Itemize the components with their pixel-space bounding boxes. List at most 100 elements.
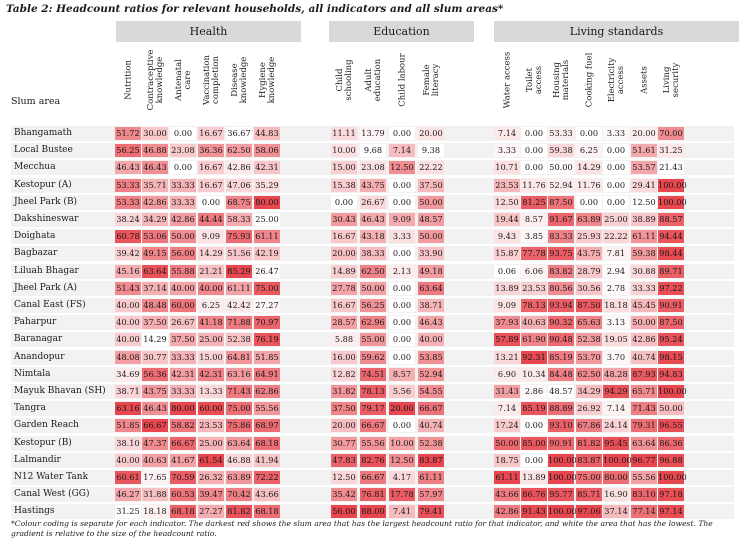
row-label: Bhangamath <box>14 128 73 138</box>
column-header-label: Cooking fuel <box>584 52 594 108</box>
table-cell: 95.45 <box>603 436 629 450</box>
table-cell: 60.53 <box>170 488 196 502</box>
table-cell: 0.00 <box>389 299 415 312</box>
table-cell: 0.00 <box>603 195 629 209</box>
column-header-label: Nutrition <box>123 60 133 100</box>
table-cell: 2.78 <box>603 281 629 295</box>
table-cell: 0.00 <box>389 333 415 347</box>
row-label: Bagbazar <box>14 248 58 259</box>
table-cell: 11.11 <box>331 127 357 140</box>
table-cell: 42.31 <box>254 161 280 175</box>
row-label: Baranagar <box>14 334 63 345</box>
table-cell: 55.56 <box>631 471 657 484</box>
table-cell: 74.51 <box>360 367 386 381</box>
table-cell: 26.92 <box>576 402 602 416</box>
table-cell: 0.00 <box>521 419 547 433</box>
table-cell: 0.00 <box>389 178 415 192</box>
table-cell: 48.28 <box>603 367 629 381</box>
table-cell: 3.13 <box>603 316 629 330</box>
table-cell: 43.75 <box>576 247 602 261</box>
table-cell: 96.77 <box>631 453 657 467</box>
table-cell: 0.00 <box>389 247 415 261</box>
row-label: Mayuk Bhavan (SH) <box>14 386 106 396</box>
table-cell: 38.24 <box>115 213 141 226</box>
column-header-label: Antenatal care <box>173 59 193 101</box>
table-cell: 6.25 <box>576 144 602 158</box>
table-cell: 50.00 <box>658 402 684 416</box>
table-cell: 63.64 <box>226 436 252 450</box>
table-cell: 8.57 <box>521 213 547 226</box>
table-cell: 30.43 <box>331 213 357 226</box>
table-cell: 26.67 <box>360 195 386 209</box>
column-header-label: Housing materials <box>551 59 571 101</box>
table-cell: 66.67 <box>360 419 386 433</box>
table-cell: 42.86 <box>631 333 657 347</box>
table-cell: 23.53 <box>521 281 547 295</box>
table-cell: 75.86 <box>226 419 252 433</box>
table-cell: 57.97 <box>418 488 444 502</box>
column-header-label: Female literacy <box>421 63 441 97</box>
table-cell: 53.33 <box>548 127 574 140</box>
column-header-label: Water access <box>502 51 512 109</box>
table-cell: 19.44 <box>494 213 520 226</box>
table-cell: 54.55 <box>418 385 444 398</box>
table-cell: 37.14 <box>142 281 168 295</box>
table-cell: 2.13 <box>389 264 415 278</box>
table-cell: 37.50 <box>142 316 168 330</box>
table-cell: 97.22 <box>658 281 684 295</box>
table-cell: 83.82 <box>548 264 574 278</box>
table-cell: 20.00 <box>331 419 357 433</box>
table-cell: 90.91 <box>658 299 684 312</box>
table-cell: 53.33 <box>115 195 141 209</box>
table-cell: 15.00 <box>331 161 357 175</box>
table-cell: 18.75 <box>494 453 520 467</box>
table-cell: 33.33 <box>170 385 196 398</box>
row-header-label: Slum area <box>11 96 61 107</box>
table-cell: 35.42 <box>331 488 357 502</box>
table-cell: 46.88 <box>226 453 252 467</box>
table-cell: 25.00 <box>198 333 224 347</box>
table-cell: 47.37 <box>142 436 168 450</box>
column-header-label: Hygiene knowledge <box>257 56 277 104</box>
table-cell: 81.25 <box>521 195 547 209</box>
table-cell: 9.09 <box>494 299 520 312</box>
table-cell: 81.82 <box>226 505 252 519</box>
table-cell: 60.61 <box>115 471 141 484</box>
table-cell: 0.00 <box>170 161 196 175</box>
table-cell: 65.71 <box>631 385 657 398</box>
table-cell: 75.00 <box>226 402 252 416</box>
table-cell: 0.00 <box>603 161 629 175</box>
table-cell: 63.89 <box>576 213 602 226</box>
table-cell: 15.87 <box>494 247 520 261</box>
column-header-label: Adult education <box>363 58 383 102</box>
table-cell: 79.31 <box>631 419 657 433</box>
table-cell: 3.33 <box>494 144 520 158</box>
table-cell: 97.18 <box>658 488 684 502</box>
table-cell: 50.00 <box>360 281 386 295</box>
table-cell: 13.89 <box>494 281 520 295</box>
table-cell: 70.00 <box>658 127 684 140</box>
table-cell: 31.43 <box>494 385 520 398</box>
column-header: Child labour <box>391 45 414 115</box>
table-cell: 15.38 <box>331 178 357 192</box>
table-cell: 23.08 <box>360 161 386 175</box>
table-cell: 70.42 <box>226 488 252 502</box>
row-label: Dakshineswar <box>14 214 79 224</box>
column-header: Nutrition <box>117 45 140 115</box>
table-cell: 31.88 <box>142 488 168 502</box>
table-cell: 6.25 <box>198 299 224 312</box>
table-cell: 89.71 <box>658 264 684 278</box>
table-cell: 10.71 <box>494 161 520 175</box>
table-cell: 70.97 <box>254 316 280 330</box>
table-cell: 0.00 <box>331 195 357 209</box>
table-cell: 11.76 <box>576 178 602 192</box>
table-cell: 53.33 <box>115 178 141 192</box>
table-cell: 31.82 <box>331 385 357 398</box>
table-cell: 3.85 <box>521 230 547 244</box>
table-cell: 52.38 <box>576 333 602 347</box>
table-cell: 43.66 <box>494 488 520 502</box>
table-cell: 42.31 <box>170 367 196 381</box>
table-cell: 63.16 <box>115 402 141 416</box>
table-cell: 49.15 <box>142 247 168 261</box>
table-cell: 51.43 <box>115 281 141 295</box>
